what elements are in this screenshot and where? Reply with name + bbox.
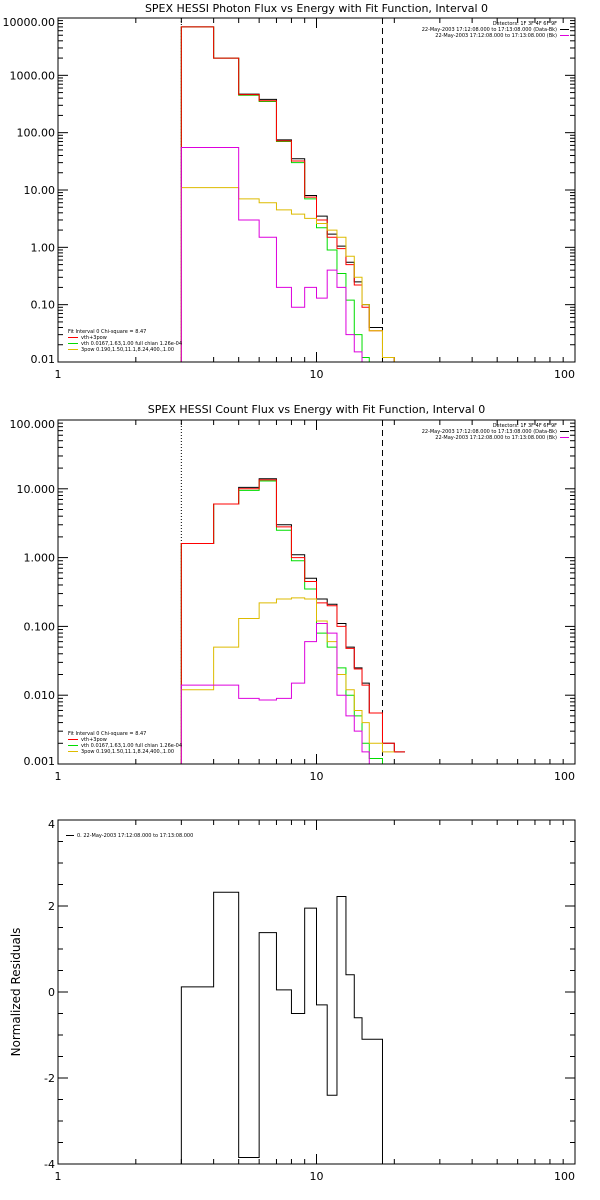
y-tick-label: -4	[44, 1158, 55, 1171]
x-tick-label: 1	[55, 368, 62, 381]
y-tick-label: 0.100	[24, 620, 56, 633]
legend-label: vth+3pow	[81, 737, 107, 743]
legend-header: Fit Interval 0 Chi-square = 8.47	[68, 329, 146, 335]
series-line-0	[180, 891, 383, 1164]
y-tick-label: -2	[44, 1072, 55, 1085]
y-axis-label: Normalized Residuals	[9, 928, 23, 1057]
series-line-4	[180, 147, 363, 362]
x-tick-label: 1	[55, 1170, 62, 1183]
plot-frame	[57, 17, 576, 363]
y-tick-label: 100.000	[10, 418, 56, 431]
y-tick-label: 1000.00	[10, 69, 56, 82]
series-line-0	[180, 478, 406, 764]
series-line-3	[180, 597, 395, 764]
y-tick-label: 10.000	[17, 483, 56, 496]
info-text: 22-May-2003 17:12:08.000 to 17:13:08.000…	[435, 33, 557, 39]
legend-label: 0. 22-May-2003 17:12:08.000 to 17:13:08.…	[77, 833, 193, 839]
y-tick-label: 10.00	[24, 184, 56, 197]
info-text: 22-May-2003 17:12:08.000 to 17:13:08.000…	[422, 27, 557, 33]
legend-label: vth 0.0167,1.63,1.00 full chian 1.26e-04	[81, 743, 182, 749]
legend-label: 3pow 0.190,1.50,11.1,8.24,400.,1.00	[81, 749, 174, 755]
y-tick-label: 1.00	[31, 241, 56, 254]
y-tick-label: 0	[48, 986, 55, 999]
info-text: 22-May-2003 17:12:08.000 to 17:13:08.000…	[435, 435, 557, 441]
x-tick-label: 10	[310, 368, 324, 381]
y-tick-label: 0.10	[31, 299, 56, 312]
series-line-4	[180, 623, 395, 764]
y-tick-label: 0.010	[24, 689, 56, 702]
info-text: 22-May-2003 17:12:08.000 to 17:13:08.000…	[422, 429, 557, 435]
x-tick-label: 10	[310, 1170, 324, 1183]
y-tick-label: 0.01	[31, 353, 56, 366]
y-tick-label: 1.000	[24, 552, 56, 565]
y-tick-label: 0.001	[24, 755, 56, 768]
legend-label: vth+3pow	[81, 335, 107, 341]
series-line-1	[180, 26, 370, 362]
plot-frame	[57, 819, 576, 1165]
series-line-3	[180, 187, 395, 362]
chart-title: SPEX HESSI Photon Flux vs Energy with Fi…	[145, 2, 488, 15]
series-line-2	[180, 479, 406, 764]
info-text: Detectors: 1F 3F 4F 6F 9F	[493, 21, 557, 27]
count-flux-panel: SPEX HESSI Count Flux vs Energy with Fit…	[10, 403, 576, 783]
series-line-2	[180, 26, 395, 362]
y-tick-label: 4	[48, 818, 55, 831]
series-line-1	[180, 480, 406, 764]
legend-label: vth 0.0167,1.63,1.00 full chian 1.26e-04	[81, 341, 182, 347]
legend-label: 3pow 0.190,1.50,11.1,8.24,400.,1.00	[81, 347, 174, 353]
y-tick-label: 2	[48, 900, 55, 913]
x-tick-label: 10	[310, 770, 324, 783]
legend-header: Fit Interval 0 Chi-square = 8.47	[68, 731, 146, 737]
x-tick-label: 1	[55, 770, 62, 783]
x-tick-label: 100	[554, 770, 575, 783]
y-tick-label: 100.00	[17, 127, 56, 140]
photon-flux-panel: SPEX HESSI Photon Flux vs Energy with Fi…	[3, 2, 576, 381]
series-line-0	[180, 26, 395, 362]
y-tick-label: 10000.00	[3, 16, 56, 29]
plot-frame	[57, 419, 576, 765]
info-text: Detectors: 1F 3F 4F 6F 9F	[493, 423, 557, 429]
residuals-panel: Normalized Residuals 1 10 100 -4 -2 0 2 4 0. 22-M…	[9, 818, 576, 1183]
x-tick-label: 100	[554, 1170, 575, 1183]
x-tick-label: 100	[554, 368, 575, 381]
chart-title: SPEX HESSI Count Flux vs Energy with Fit…	[148, 403, 485, 416]
